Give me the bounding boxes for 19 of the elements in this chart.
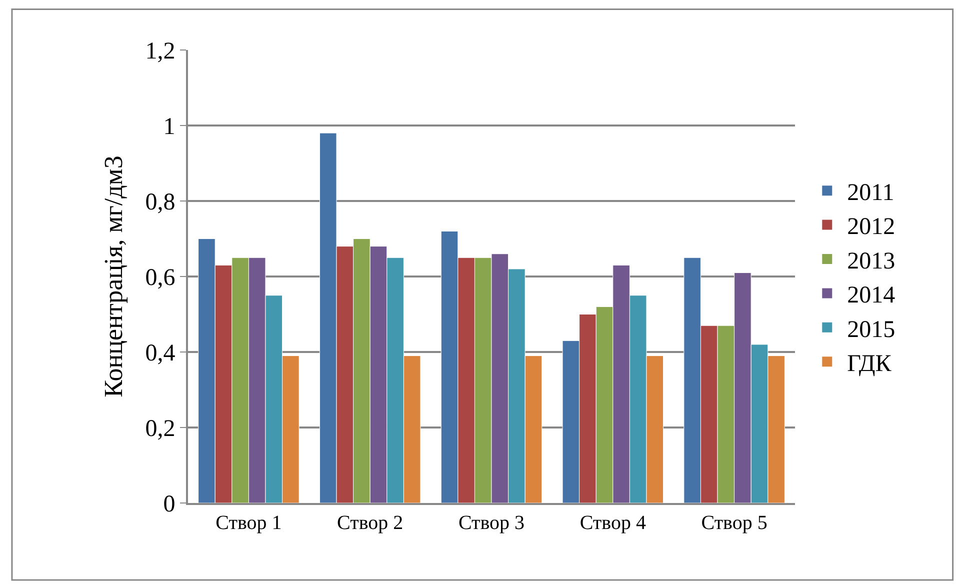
x-tick-label: Створ 3 (458, 512, 525, 534)
y-tick-label: 0,8 (145, 189, 176, 216)
y-tick-label: 0,4 (145, 340, 176, 366)
y-tick-label: 1 (163, 114, 176, 140)
legend-label: 2011 (847, 180, 894, 206)
y-tick-label: 0,6 (145, 264, 176, 291)
y-axis-title: Концентрація, мг/дм3 (99, 156, 128, 398)
x-tick-label: Створ 1 (216, 512, 282, 534)
legend-label: 2013 (847, 248, 896, 274)
legend-label: 2014 (847, 282, 896, 309)
y-tick-label: 0,2 (145, 416, 176, 442)
legend-label: ГДК (847, 350, 892, 377)
legend-label: 2015 (847, 316, 896, 343)
legend-label: 2012 (847, 214, 896, 240)
x-tick-label: Створ 2 (337, 512, 404, 534)
x-tick-label: Створ 5 (701, 512, 768, 534)
y-tick-label: 1,2 (145, 38, 176, 64)
x-tick-label: Створ 4 (580, 512, 646, 534)
y-tick-label: 0 (163, 491, 176, 518)
